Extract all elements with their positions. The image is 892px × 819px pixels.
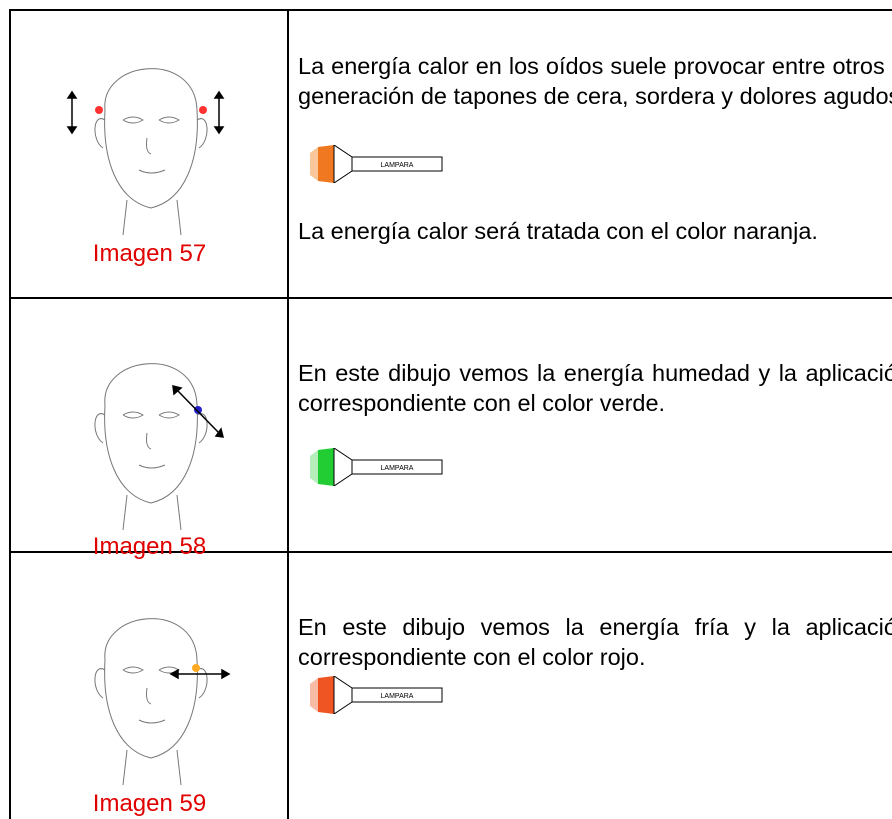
paragraph: La energía calor será tratada con el col… xyxy=(298,218,818,244)
lamp-icon: LAMPARA xyxy=(310,676,443,714)
lamp-icon: LAMPARA xyxy=(310,145,443,183)
row-divider xyxy=(9,551,892,553)
table-border xyxy=(9,10,11,819)
lamp-label: LAMPARA xyxy=(381,693,414,700)
face-drawing xyxy=(94,618,231,786)
image-caption: Imagen 57 xyxy=(92,240,207,267)
lamp-icon: LAMPARA xyxy=(310,448,443,486)
paragraph: En este dibujo vemos la energía humedad … xyxy=(298,360,892,416)
face-drawing xyxy=(94,363,224,531)
lamp-label: LAMPARA xyxy=(381,465,414,472)
paragraph: En este dibujo vemos la energía fría y l… xyxy=(298,614,892,670)
paragraph: La energía calor en los oídos suele prov… xyxy=(298,53,892,109)
image-caption: Imagen 59 xyxy=(92,790,207,817)
face-drawing xyxy=(66,68,225,236)
table-border xyxy=(9,9,892,11)
image-caption: Imagen 58 xyxy=(92,533,207,560)
lamp-label: LAMPARA xyxy=(381,162,414,169)
column-divider xyxy=(287,10,289,819)
row-divider xyxy=(9,297,892,299)
